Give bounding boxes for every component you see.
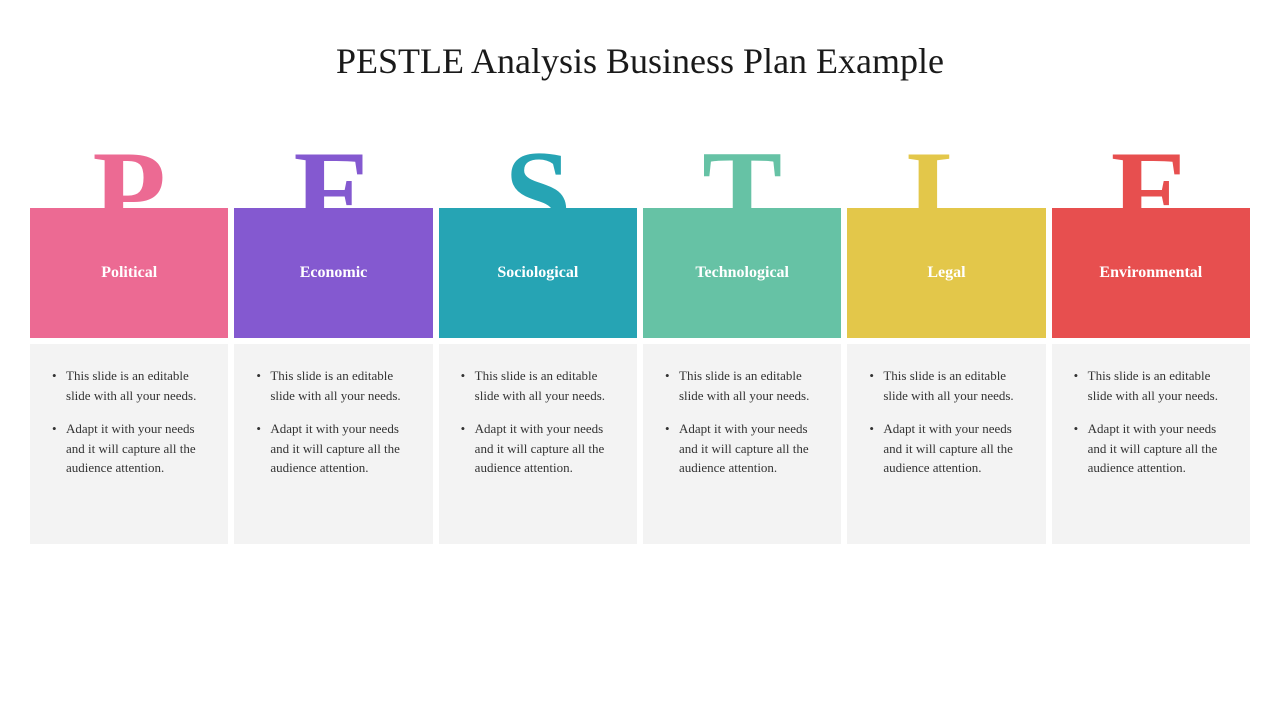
pestle-header-label: Sociological [497, 264, 578, 282]
pestle-column-legal: LLegalThis slide is an editable slide wi… [847, 142, 1045, 544]
pestle-columns: PPoliticalThis slide is an editable slid… [30, 142, 1250, 544]
pestle-content-box: This slide is an editable slide with all… [643, 344, 841, 544]
pestle-header-box: Environmental [1052, 208, 1250, 338]
pestle-header-label: Economic [300, 264, 368, 282]
bullet-item: This slide is an editable slide with all… [1074, 366, 1236, 405]
pestle-header-box: Economic [234, 208, 432, 338]
pestle-content-box: This slide is an editable slide with all… [439, 344, 637, 544]
pestle-column-political: PPoliticalThis slide is an editable slid… [30, 142, 228, 544]
bullet-item: Adapt it with your needs and it will cap… [869, 419, 1031, 478]
bullet-item: Adapt it with your needs and it will cap… [665, 419, 827, 478]
pestle-content-box: This slide is an editable slide with all… [1052, 344, 1250, 544]
pestle-content-box: This slide is an editable slide with all… [234, 344, 432, 544]
bullet-item: This slide is an editable slide with all… [461, 366, 623, 405]
bullet-item: Adapt it with your needs and it will cap… [52, 419, 214, 478]
pestle-header-label: Technological [695, 264, 789, 282]
bullet-item: This slide is an editable slide with all… [665, 366, 827, 405]
page-title: PESTLE Analysis Business Plan Example [30, 40, 1250, 82]
pestle-column-technological: TTechnologicalThis slide is an editable … [643, 142, 841, 544]
pestle-header-label: Legal [927, 264, 965, 282]
pestle-header-label: Political [101, 264, 157, 282]
pestle-column-environmental: EEnvironmentalThis slide is an editable … [1052, 142, 1250, 544]
pestle-header-box: Sociological [439, 208, 637, 338]
bullet-item: This slide is an editable slide with all… [52, 366, 214, 405]
pestle-header-label: Environmental [1099, 264, 1202, 282]
bullet-item: Adapt it with your needs and it will cap… [461, 419, 623, 478]
pestle-column-economic: EEconomicThis slide is an editable slide… [234, 142, 432, 544]
bullet-item: This slide is an editable slide with all… [869, 366, 1031, 405]
pestle-column-sociological: SSociologicalThis slide is an editable s… [439, 142, 637, 544]
bullet-item: This slide is an editable slide with all… [256, 366, 418, 405]
bullet-item: Adapt it with your needs and it will cap… [1074, 419, 1236, 478]
pestle-content-box: This slide is an editable slide with all… [30, 344, 228, 544]
pestle-content-box: This slide is an editable slide with all… [847, 344, 1045, 544]
pestle-header-box: Technological [643, 208, 841, 338]
pestle-header-box: Legal [847, 208, 1045, 338]
bullet-item: Adapt it with your needs and it will cap… [256, 419, 418, 478]
pestle-header-box: Political [30, 208, 228, 338]
